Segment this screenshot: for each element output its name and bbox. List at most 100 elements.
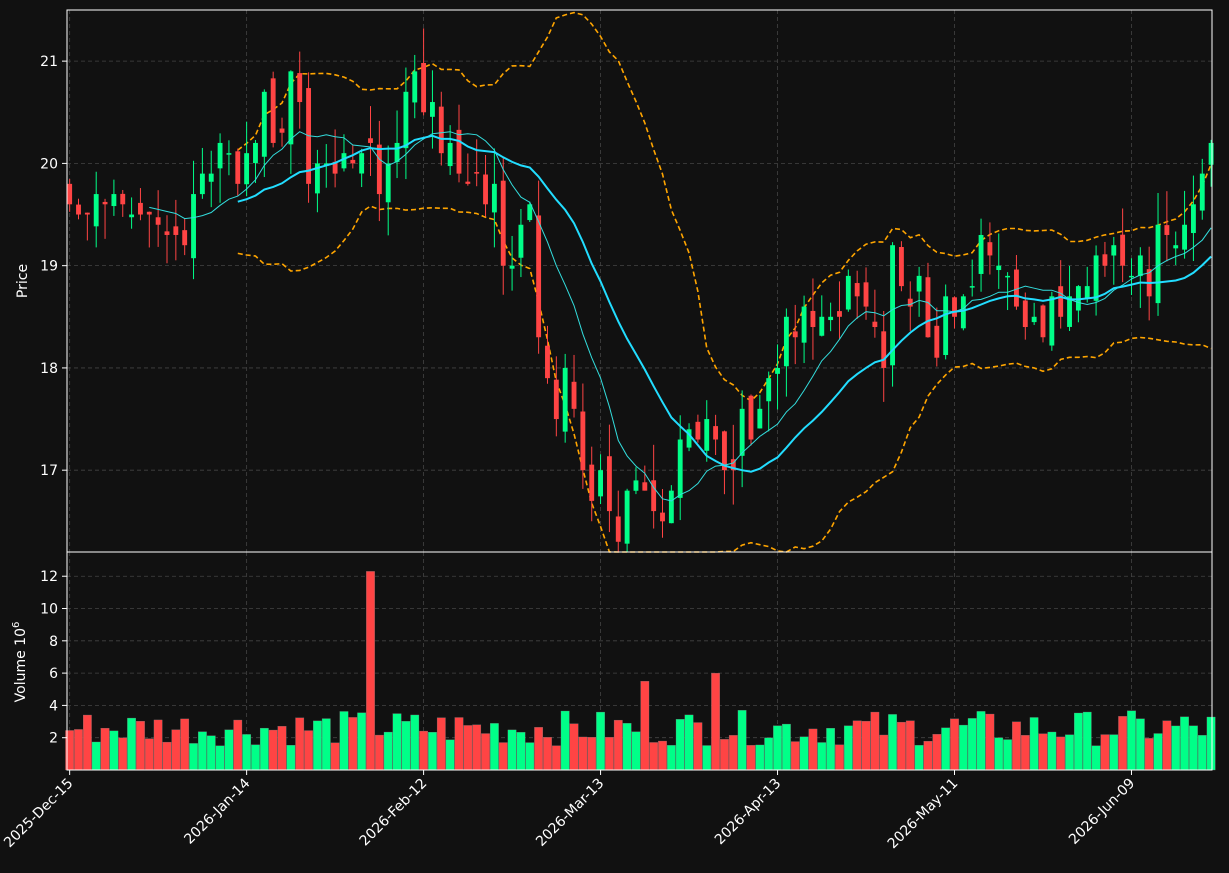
candle-body [1137,255,1143,277]
volume-bar [888,714,897,771]
candle-body [518,224,524,258]
volume-bar [215,745,225,771]
volume-bar [74,729,83,771]
volume-bar [144,738,154,771]
volume-bar [428,732,437,771]
candle-body [146,211,152,215]
volume-axis-ticks: 2 4 6 8 10 12 [40,569,67,747]
candle-body [332,161,338,174]
volume-bar [1003,739,1012,771]
volume-bar [180,718,190,771]
volume-bar [268,729,278,771]
candle-body [500,180,506,266]
candle-body [545,345,550,379]
volume-bar [233,719,243,771]
candle-body [1005,275,1011,278]
volume-bar [313,720,322,771]
candle-body [536,215,542,338]
candle-body [730,459,736,471]
candle-body [1058,286,1064,317]
candle-body [1067,296,1072,327]
volume-bar [914,745,924,771]
candle-body [138,202,143,215]
volume-axis-label-text: Volume [13,650,29,702]
volume-bar [631,731,641,771]
candle-body [199,173,205,195]
candle-body [84,212,90,215]
ma-fast-line [149,131,1212,502]
volume-bar [507,729,517,771]
candle-body [341,153,347,169]
volume-bar [516,732,526,771]
candle-body [553,379,559,420]
price-tick-label: 17 [40,463,58,479]
candle-body [1031,316,1037,323]
volume-tick-label: 4 [49,698,58,714]
price-axis-ticks: 17 18 19 20 21 [40,54,67,479]
volume-bar [1144,738,1154,771]
bollinger-upper-line [237,11,1212,402]
candle-body [1129,275,1134,278]
candle-body [173,226,179,235]
volume-bar [790,741,800,771]
volume-bar [959,724,968,771]
volume-bar [560,710,570,771]
volume-bar [755,744,765,771]
candle-body [1040,305,1046,338]
candle-body [191,194,196,259]
volume-bar [551,745,561,771]
bollinger-bands [237,11,1212,553]
volume-bar [985,713,995,771]
volume-bar [737,710,747,771]
volume-bar [1100,734,1110,771]
volume-bar [100,727,110,771]
candle-body [898,247,904,287]
volume-bar [383,731,393,771]
volume-bar [82,714,92,771]
volume-bar [436,717,446,771]
volume-bar [1162,720,1172,771]
candle-body [739,408,745,456]
candle-body [1120,234,1126,266]
ma-slow-line [237,134,1212,473]
candle-body [766,378,772,402]
candle-body [943,296,949,356]
candle-body [996,265,1002,271]
price-tick-label: 20 [40,156,58,172]
candle-body [235,151,241,184]
candle-body [1049,296,1055,346]
candle-body [297,73,303,103]
volume-bar [799,736,809,771]
candle-body [1022,300,1028,328]
candle-body [783,316,789,367]
bollinger-lower-line [237,205,1212,553]
candle-body [651,480,657,512]
volume-bar [463,725,473,771]
candle-body [1208,142,1214,165]
candle-body [881,331,887,368]
candle-body [314,163,320,194]
volume-bar [206,735,216,771]
volume-bar [357,712,367,771]
volume-bar [932,734,942,771]
volume-bar [1127,710,1136,771]
moving-averages [149,131,1212,502]
volume-bar [348,717,358,771]
volume-bar [304,730,313,771]
candle-body [695,421,701,440]
volume-bar [251,744,260,771]
volume-bar [454,717,464,771]
volume-bar [1153,733,1163,771]
volume-bar [808,728,818,771]
volume-bar [1171,725,1181,771]
candle-body [279,128,285,133]
candle-body [987,242,993,256]
volume-bar [835,744,844,771]
volume-bar [91,741,101,771]
candle-body [819,316,825,336]
candle-body [385,163,391,203]
volume-bar [897,721,906,771]
volume-bar [490,723,499,771]
candle-body [1173,245,1179,249]
